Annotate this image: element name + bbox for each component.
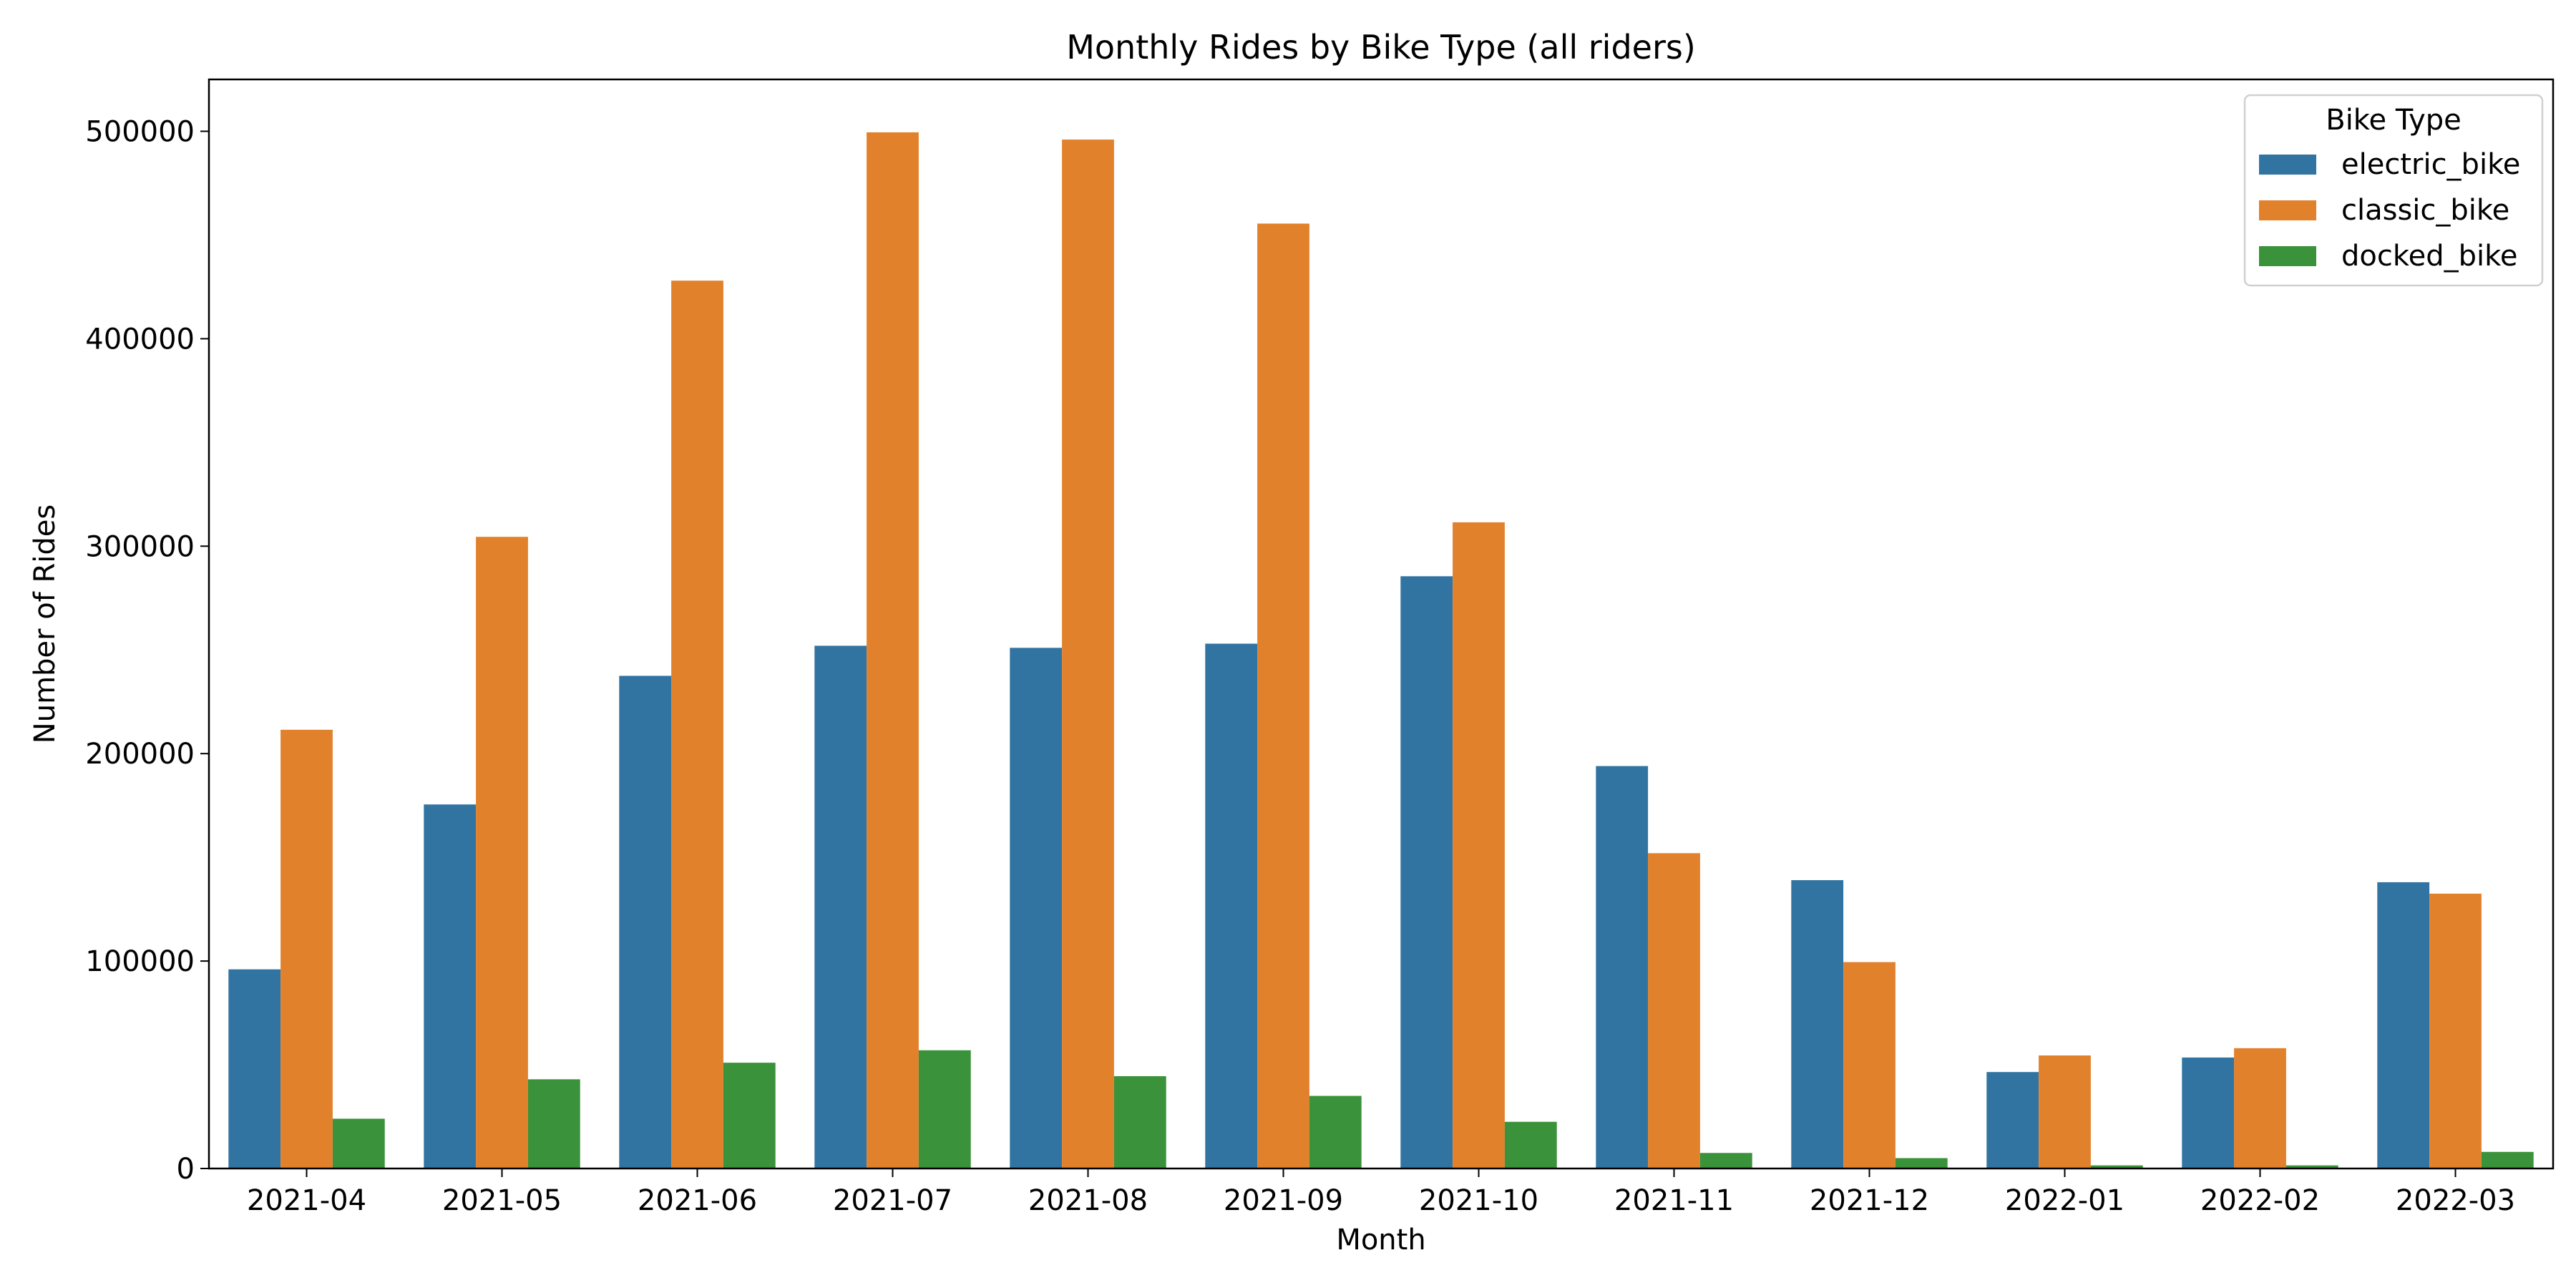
x-tick-label: 2021-08: [1028, 1184, 1148, 1217]
legend-title: Bike Type: [2326, 104, 2462, 137]
bar-docked-bike-2021-04: [332, 1118, 385, 1169]
bar-docked-bike-2022-03: [2481, 1151, 2534, 1169]
series-classic-bike: [280, 132, 2482, 1169]
legend: Bike Type electric_bike classic_bikedocke…: [2243, 94, 2544, 287]
bar-electric-bike-2022-01: [1986, 1072, 2039, 1169]
x-tick-label: 2021-04: [247, 1184, 366, 1217]
x-tick-label: 2021-07: [833, 1184, 952, 1217]
legend-label-classic-bike: classic_bike: [2341, 194, 2509, 227]
bar-classic-bike-2022-01: [2039, 1055, 2091, 1169]
legend-swatch-classic-bike: [2259, 200, 2316, 220]
y-tick-label: 100000: [85, 945, 195, 978]
bar-classic-bike-2021-04: [280, 729, 333, 1169]
x-tick-label: 2022-03: [2396, 1184, 2515, 1217]
legend-box: [2243, 94, 2544, 287]
bar-classic-bike-2022-02: [2234, 1048, 2286, 1169]
legend-swatch-electric-bike: [2259, 155, 2316, 175]
bar-electric-bike-2021-11: [1596, 766, 1649, 1169]
x-tick-label: 2021-11: [1614, 1184, 1734, 1217]
x-tick-label: 2021-10: [1419, 1184, 1538, 1217]
chart-title: Monthly Rides by Bike Type (all riders): [1066, 28, 1696, 67]
bar-electric-bike-2021-05: [424, 804, 477, 1169]
bar-classic-bike-2021-08: [1062, 140, 1114, 1169]
x-tick-label: 2022-02: [2200, 1184, 2320, 1217]
bar-docked-bike-2021-05: [527, 1079, 580, 1169]
bar-electric-bike-2022-03: [2377, 882, 2430, 1169]
x-axis-label: Month: [1336, 1224, 1425, 1257]
x-tick-label: 2021-09: [1224, 1184, 1343, 1217]
y-axis-label: Number of Rides: [29, 504, 62, 743]
bar-docked-bike-2021-08: [1113, 1075, 1166, 1169]
x-tick-label: 2021-06: [638, 1184, 757, 1217]
bar-classic-bike-2021-10: [1453, 522, 1505, 1169]
y-tick-label: 0: [177, 1153, 195, 1186]
bar-electric-bike-2021-06: [619, 675, 672, 1169]
bar-classic-bike-2021-12: [1843, 962, 1896, 1169]
y-tick-label: 400000: [85, 323, 195, 356]
x-tick-label: 2022-01: [2005, 1184, 2124, 1217]
bar-docked-bike-2021-12: [1895, 1158, 1948, 1169]
legend-label-electric-bike: electric_bike: [2341, 148, 2520, 181]
legend-label-docked-bike: docked_bike: [2341, 240, 2517, 273]
plot-area: [228, 132, 2534, 1169]
bar-docked-bike-2021-11: [1699, 1153, 1752, 1169]
bar-electric-bike-2021-04: [228, 969, 281, 1169]
y-tick-label: 200000: [85, 738, 195, 771]
y-axis: 0 100000 200000 300000 400000 500000: [85, 115, 209, 1186]
series-electric-bike: [228, 576, 2430, 1169]
plot-frame: [208, 78, 2555, 1170]
bar-docked-bike-2022-02: [2285, 1165, 2338, 1169]
bar-electric-bike-2021-12: [1791, 880, 1844, 1169]
bar-electric-bike-2021-07: [814, 645, 867, 1169]
legend-swatch-docked-bike: [2259, 246, 2316, 266]
bar-docked-bike-2022-01: [2090, 1165, 2143, 1169]
bar-classic-bike-2021-07: [867, 132, 919, 1169]
series-docked-bike: [332, 1050, 2534, 1169]
y-tick-label: 300000: [85, 530, 195, 563]
bar-docked-bike-2021-07: [918, 1050, 971, 1169]
bar-classic-bike-2021-05: [476, 537, 528, 1169]
x-tick-label: 2021-05: [442, 1184, 562, 1217]
bar-classic-bike-2021-11: [1648, 853, 1700, 1169]
bar-classic-bike-2021-06: [671, 280, 723, 1169]
x-tick-label: 2021-12: [1810, 1184, 1929, 1217]
bar-docked-bike-2021-10: [1504, 1121, 1557, 1169]
bar-electric-bike-2021-10: [1400, 576, 1453, 1169]
bar-electric-bike-2022-02: [2182, 1057, 2235, 1169]
bar-classic-bike-2022-03: [2429, 893, 2482, 1169]
x-axis: 2021-04 2021-05 2021-06 2021-07 2021-08 2021-…: [247, 1169, 2515, 1217]
bar-electric-bike-2021-08: [1010, 648, 1063, 1169]
y-tick-label: 500000: [85, 115, 195, 148]
bar-docked-bike-2021-06: [723, 1063, 776, 1169]
bar-docked-bike-2021-09: [1309, 1096, 1362, 1169]
bar-electric-bike-2021-09: [1205, 643, 1258, 1169]
bar-classic-bike-2021-09: [1257, 223, 1309, 1169]
